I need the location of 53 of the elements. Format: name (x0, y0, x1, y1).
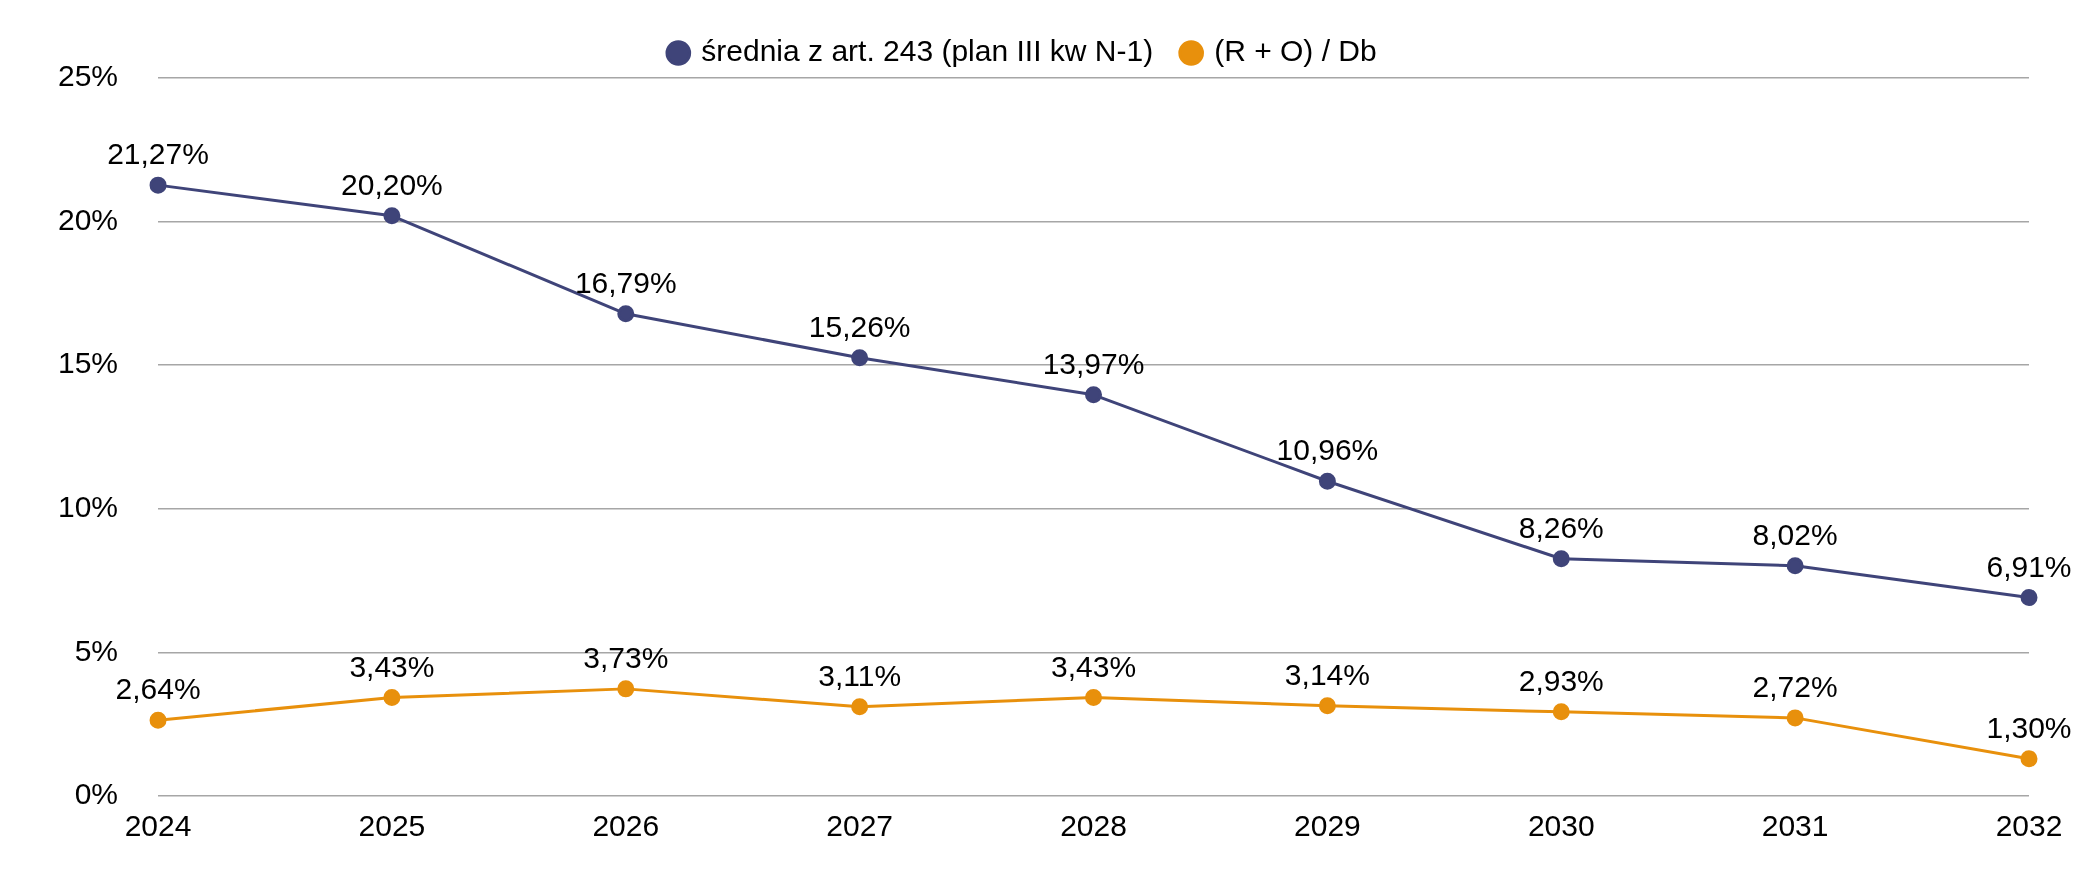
y-tick-label: 25% (58, 59, 119, 93)
point (383, 688, 401, 706)
point (1786, 709, 1804, 727)
x-tick-label: 2030 (1527, 809, 1595, 843)
data-label: 2,72% (1752, 670, 1838, 704)
point (383, 207, 401, 225)
point (617, 305, 635, 323)
point (1786, 557, 1804, 575)
data-label: 8,26% (1518, 511, 1604, 545)
data-label: 2,93% (1518, 664, 1604, 698)
point (617, 680, 635, 698)
y-tick-label: 0% (74, 777, 119, 811)
data-label: 3,11% (818, 658, 902, 692)
x-tick-label: 2027 (826, 809, 894, 843)
point (2020, 750, 2038, 768)
point (851, 349, 869, 367)
data-label: 16,79% (574, 266, 677, 300)
data-label: 21,27% (107, 137, 209, 171)
data-label: 8,02% (1752, 517, 1838, 551)
data-label: 20,20% (341, 168, 443, 202)
data-label: 3,43% (349, 649, 435, 683)
data-label: 3,43% (1050, 649, 1137, 683)
x-tick-label: 2032 (1995, 809, 2063, 843)
x-tick-label: 2024 (124, 809, 192, 843)
point (149, 711, 167, 729)
point (1552, 550, 1570, 568)
y-tick-label: 15% (58, 346, 119, 380)
data-label: 3,14% (1284, 658, 1370, 692)
x-tick-label: 2031 (1761, 809, 1829, 843)
x-tick-label: 2029 (1294, 809, 1361, 843)
point (1085, 688, 1103, 706)
data-label: 3,73% (583, 641, 669, 675)
data-label: 2,64% (115, 672, 201, 706)
point (1318, 697, 1336, 715)
point (1552, 703, 1570, 721)
point (2020, 589, 2038, 607)
data-label: 15,26% (808, 310, 911, 343)
point (1318, 472, 1336, 490)
legend-label: (R + O) / Db (1214, 34, 1377, 68)
x-tick-label: 2025 (358, 809, 426, 843)
y-tick-label: 5% (74, 633, 119, 667)
point (1085, 386, 1103, 404)
point (851, 698, 869, 716)
point (149, 176, 167, 194)
data-label: 10,96% (1276, 433, 1379, 467)
data-label: 6,91% (1986, 549, 2072, 583)
y-tick-label: 20% (58, 202, 119, 236)
legend-label: średnia z art. 243 (plan III kw N-1) (701, 34, 1154, 68)
x-tick-label: 2028 (1060, 809, 1127, 843)
data-label: 13,97% (1042, 347, 1145, 381)
x-tick-label: 2026 (592, 809, 660, 843)
y-tick-label: 10% (58, 490, 119, 524)
data-label: 1,30% (1986, 710, 2072, 744)
